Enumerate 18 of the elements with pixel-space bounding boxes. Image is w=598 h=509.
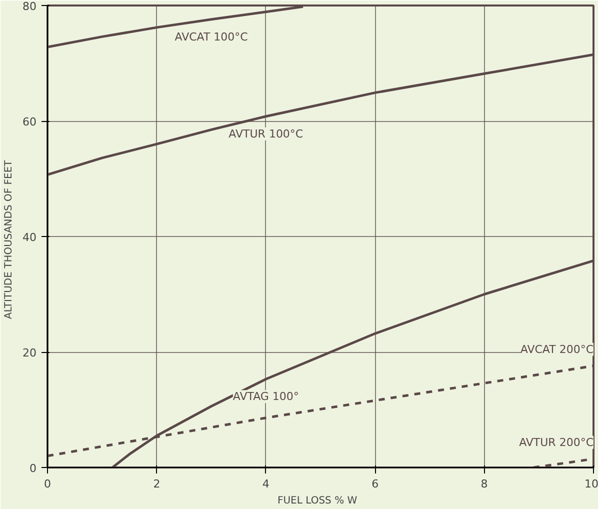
y-tick-label: 60 (22, 116, 37, 128)
y-tick-label: 80 (22, 0, 37, 13)
y-tick-label: 40 (22, 231, 37, 244)
x-tick-label: 4 (262, 478, 270, 490)
series-label: AVCAT 200°C (520, 342, 594, 356)
series-label: AVTAG 100° (232, 390, 299, 404)
x-tick-label: 2 (153, 478, 160, 490)
x-tick-label: 10 (584, 478, 598, 490)
series-label: AVCAT 100°C (174, 30, 248, 44)
x-axis-title: FUEL LOSS % W (277, 496, 358, 506)
x-tick-label: 6 (372, 478, 379, 490)
y-tick-label: 20 (22, 346, 37, 360)
series-label: AVTUR 100°C (228, 127, 304, 140)
series-label: AVTUR 200°C (519, 436, 594, 449)
y-tick-label: 0 (30, 462, 36, 475)
y-axis-title: ALTITUDE THOUSANDS OF FEET (4, 159, 15, 320)
x-tick-label: 8 (480, 478, 488, 490)
x-tick-label: 0 (44, 478, 51, 490)
